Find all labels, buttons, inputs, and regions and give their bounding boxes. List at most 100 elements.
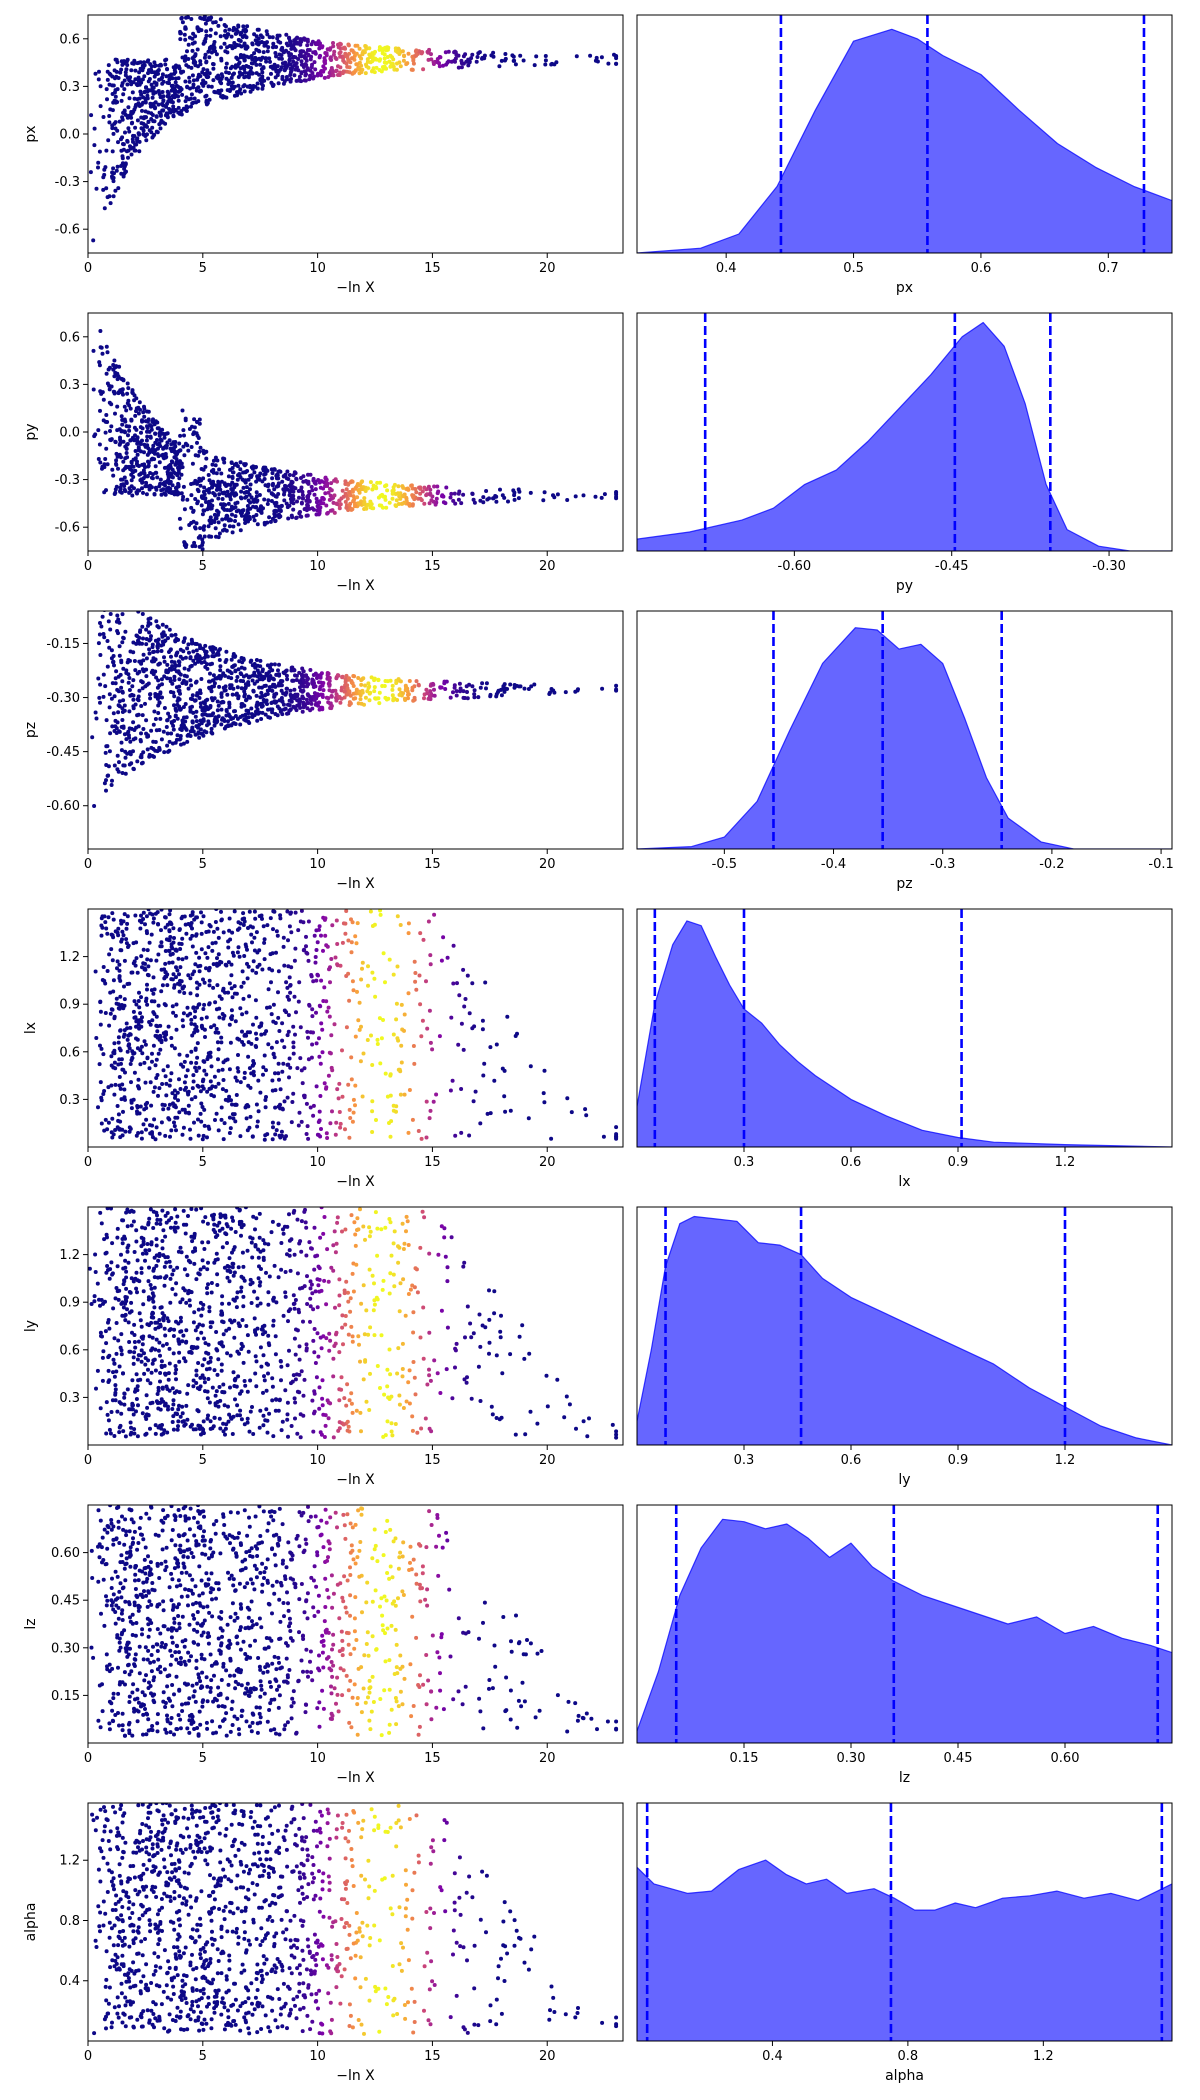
trace-point: [360, 479, 365, 484]
trace-point: [208, 671, 212, 676]
trace-point: [203, 665, 208, 669]
trace-point: [109, 648, 114, 653]
trace-point: [202, 655, 207, 660]
density-x-axis-label: pz: [896, 876, 912, 892]
trace-point: [276, 1071, 281, 1076]
trace-point: [485, 1111, 490, 1116]
trace-point: [120, 422, 125, 427]
trace-point: [306, 472, 310, 477]
trace-point: [331, 44, 336, 49]
trace-point: [164, 1032, 169, 1037]
trace-point: [334, 918, 339, 923]
trace-point: [155, 438, 159, 442]
trace-point: [238, 1006, 243, 1011]
trace-point: [215, 983, 220, 988]
trace-point: [152, 649, 156, 654]
trace-point: [273, 684, 278, 689]
trace-point: [288, 911, 293, 916]
trace-point: [157, 484, 162, 489]
trace-point: [348, 480, 353, 485]
trace-point: [133, 668, 138, 673]
trace-point: [192, 1030, 197, 1035]
trace-point: [269, 71, 273, 76]
trace-point: [394, 1001, 399, 1006]
trace-point: [138, 425, 143, 430]
trace-point: [130, 1049, 135, 1054]
trace-point: [151, 656, 156, 661]
trace-point: [105, 195, 110, 200]
trace-point: [154, 487, 159, 492]
trace-point: [282, 1099, 287, 1104]
trace-point: [141, 410, 146, 415]
trace-point: [251, 688, 256, 693]
trace-point: [145, 1100, 150, 1105]
trace-point: [350, 681, 355, 686]
trace-point: [212, 512, 217, 517]
trace-point: [416, 682, 421, 687]
trace-point: [238, 921, 243, 926]
trace-point: [155, 910, 160, 915]
trace-point: [298, 510, 302, 514]
trace-point: [299, 909, 304, 913]
trace-point: [235, 29, 240, 34]
trace-point: [240, 35, 245, 39]
trace-point: [325, 47, 330, 52]
trace-point: [215, 708, 220, 713]
trace-point: [363, 489, 368, 493]
trace-point: [98, 460, 103, 465]
trace-point: [213, 1118, 217, 1122]
trace-point: [484, 489, 489, 493]
trace-point: [319, 1127, 323, 1131]
trace-point: [275, 933, 280, 938]
trace-point: [117, 760, 121, 765]
trace-point: [250, 968, 255, 973]
trace-point: [184, 556, 188, 560]
trace-point: [129, 478, 134, 483]
trace-point: [193, 661, 198, 666]
trace-point: [427, 1008, 432, 1013]
trace-point: [359, 977, 364, 982]
trace-points-py: [91, 329, 619, 574]
trace-point: [209, 50, 214, 55]
trace-point: [139, 752, 144, 757]
trace-point: [317, 1003, 322, 1008]
trace-point: [164, 454, 169, 459]
trace-point: [341, 58, 346, 63]
trace-point: [129, 970, 134, 975]
trace-point: [206, 502, 211, 507]
trace-point: [152, 987, 157, 992]
trace-point: [150, 645, 155, 650]
trace-point: [250, 57, 255, 62]
trace-point: [353, 1034, 358, 1039]
trace-point: [120, 477, 125, 482]
trace-point: [274, 1040, 279, 1045]
trace-point: [137, 400, 142, 405]
trace-point: [330, 68, 335, 73]
trace-point: [287, 61, 292, 66]
trace-point: [342, 685, 347, 690]
trace-point: [375, 1042, 380, 1046]
trace-point: [331, 41, 335, 45]
trace-point: [455, 981, 459, 986]
trace-point: [372, 676, 377, 681]
trace-point: [223, 1097, 228, 1102]
trace-point: [145, 474, 150, 479]
trace-point: [326, 490, 331, 495]
trace-point: [414, 48, 419, 53]
trace-point: [237, 70, 242, 75]
trace-point: [159, 649, 164, 653]
trace-point: [532, 682, 537, 687]
trace-point: [261, 50, 266, 55]
trace-point: [106, 1085, 111, 1090]
trace-point: [161, 431, 166, 436]
trace-point: [275, 704, 280, 709]
trace-point: [555, 492, 560, 497]
trace-point: [238, 39, 243, 43]
trace-point: [234, 461, 239, 466]
trace-point: [258, 658, 263, 663]
trace-point: [107, 120, 112, 125]
trace-point: [306, 53, 311, 58]
trace-point: [208, 662, 213, 667]
trace-point: [188, 570, 192, 574]
trace-point: [187, 79, 192, 84]
